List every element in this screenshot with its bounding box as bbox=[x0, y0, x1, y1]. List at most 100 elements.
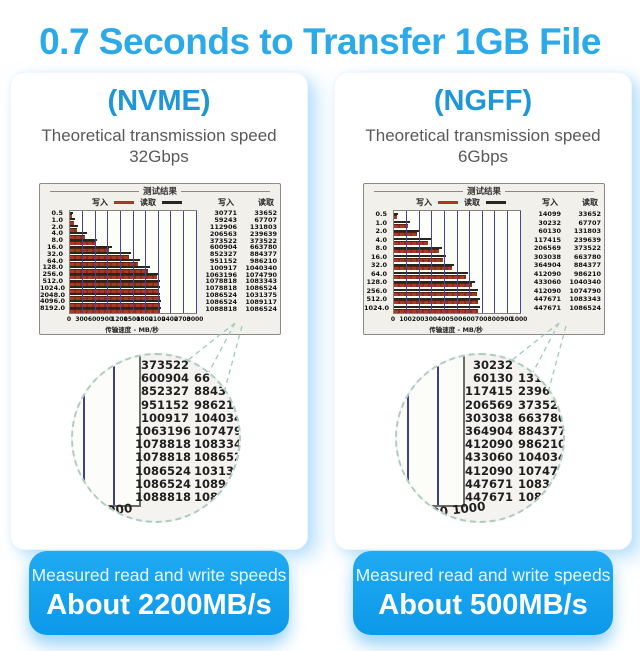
write-value: 433060 bbox=[533, 278, 561, 287]
x-axis-tick: 1200 bbox=[111, 316, 128, 323]
read-bar bbox=[394, 263, 455, 266]
read-bar bbox=[70, 300, 161, 303]
magnified-write-value: 447671 bbox=[464, 489, 513, 504]
read-bar bbox=[394, 280, 475, 283]
x-axis-tick: 0 bbox=[390, 316, 396, 323]
read-bar bbox=[394, 255, 446, 257]
x-axis-tick: 200 bbox=[411, 316, 425, 323]
magnified-read-value: 373522 bbox=[518, 397, 565, 412]
x-axis-tick: 900 bbox=[500, 316, 513, 323]
read-value: 884377 bbox=[573, 261, 601, 270]
magnified-write-value: 364904 bbox=[464, 423, 513, 438]
x-axis-label: 传输速度 - MB/秒 bbox=[105, 326, 159, 334]
table-row: 100917 1040340 bbox=[199, 264, 277, 272]
write-value: 951152 bbox=[209, 256, 237, 265]
write-bar bbox=[70, 309, 161, 314]
magnified-write-value: 303038 bbox=[464, 410, 513, 425]
magnified-plot-slice bbox=[397, 355, 465, 507]
results-table: 30771 33652 59243 67707 112906 131803 206563 23… bbox=[199, 209, 277, 313]
y-axis-label: 4.0 bbox=[375, 235, 387, 244]
magnifier-row: 100917 1040340 bbox=[135, 410, 239, 425]
y-axis-label: 16.0 bbox=[370, 252, 387, 261]
x-axis-label: 传输速度 - MB/秒 bbox=[429, 326, 483, 334]
y-axis-labels: 0.5 1.0 2.0 4.0 8.0 16.0 32.0 64.0 128.0 256.0 512… bbox=[364, 210, 390, 312]
magnified-read-value: 8843 bbox=[194, 384, 227, 399]
write-value: 117415 bbox=[533, 235, 561, 244]
gridline bbox=[119, 211, 121, 313]
read-bar bbox=[394, 272, 469, 274]
table-row: 852327 884377 bbox=[199, 250, 277, 258]
read-value: 33652 bbox=[578, 210, 601, 219]
benchmark-window-title: 测试结果 bbox=[46, 185, 274, 197]
magnified-gridline bbox=[83, 355, 85, 505]
x-axis-tick: 500 bbox=[449, 316, 463, 323]
x-axis-tick: 700 bbox=[474, 316, 488, 323]
read-bar bbox=[394, 246, 442, 249]
y-axis-label: 0.5 bbox=[51, 209, 63, 217]
write-bar bbox=[70, 234, 86, 239]
gridline bbox=[494, 211, 496, 313]
plot-area bbox=[393, 210, 521, 314]
write-bar bbox=[70, 220, 75, 225]
y-axis-label: 0.5 bbox=[375, 210, 387, 218]
read-value: 663780 bbox=[249, 243, 277, 252]
legend-write-label: 写入 bbox=[416, 198, 432, 207]
read-value: 1074790 bbox=[245, 270, 277, 279]
table-headers: 写入 读取 bbox=[198, 197, 276, 208]
read-value: 1031375 bbox=[245, 290, 277, 299]
write-bar bbox=[70, 302, 160, 307]
chart-legend: 写入 读取 bbox=[92, 197, 182, 208]
table-row: 1063196 1074790 bbox=[199, 270, 277, 279]
write-bar bbox=[70, 268, 148, 273]
y-axis-label: 1024.0 bbox=[40, 283, 66, 292]
write-value: 206563 bbox=[209, 229, 237, 238]
magnified-read-value: 108911 bbox=[194, 476, 241, 491]
gridline bbox=[145, 211, 147, 313]
x-axis-tick: 900 bbox=[100, 316, 114, 323]
read-value: 1040340 bbox=[569, 278, 601, 287]
write-bar bbox=[394, 232, 417, 236]
write-value: 412090 bbox=[533, 269, 561, 278]
gridline bbox=[157, 211, 159, 313]
gridline bbox=[94, 211, 96, 313]
table-row: 1088818 1086524 bbox=[199, 304, 277, 313]
read-value: 1086524 bbox=[245, 304, 277, 313]
magnified-write-value: 117415 bbox=[464, 384, 513, 399]
read-bar bbox=[70, 279, 160, 282]
magnified-read-value: 1074790 bbox=[518, 463, 563, 478]
write-value: 303038 bbox=[533, 252, 561, 261]
magnified-axis-tick: 3000 bbox=[98, 501, 134, 519]
legend-write-label: 写入 bbox=[92, 198, 108, 207]
x-axis-tick: 400 bbox=[437, 316, 450, 323]
y-axis-label: 16.0 bbox=[46, 242, 63, 251]
gridline bbox=[82, 211, 84, 313]
read-value: 33652 bbox=[254, 209, 277, 218]
read-value: 239639 bbox=[249, 229, 277, 238]
magnified-gridline bbox=[407, 355, 409, 505]
y-axis-label: 64.0 bbox=[46, 256, 63, 265]
x-axis-ticks: 0 300 600 900 1200 1500 1800 2100 2400 2700 3000 bbox=[67, 316, 203, 324]
write-bar bbox=[394, 283, 473, 287]
magnified-write-value: 1086524 bbox=[135, 463, 192, 478]
magnified-write-value: 1078818 bbox=[135, 437, 192, 452]
magnified-write-value: 412090 bbox=[464, 437, 513, 452]
x-axis-tick: 1800 bbox=[136, 316, 153, 323]
y-axis-label: 256.0 bbox=[42, 270, 63, 279]
magnified-write-value: 60130 bbox=[472, 371, 513, 386]
table-row: 412090 986210 bbox=[523, 270, 601, 279]
write-bar bbox=[70, 295, 160, 300]
gridline bbox=[132, 211, 134, 313]
magnified-read-value: 1040340 bbox=[194, 410, 239, 425]
read-bar bbox=[70, 286, 161, 289]
x-axis-tick: 2700 bbox=[174, 316, 191, 323]
y-axis-label: 4.0 bbox=[51, 229, 63, 238]
benchmark-window-title: 测试结果 bbox=[370, 185, 598, 197]
gridline bbox=[431, 211, 433, 313]
write-bar bbox=[70, 261, 138, 266]
table-row: 1086524 1089117 bbox=[199, 298, 277, 306]
magnified-write-value: 951152 bbox=[140, 397, 189, 412]
legend-read-swatch bbox=[486, 201, 506, 204]
write-bar bbox=[70, 282, 159, 287]
table-row: 112906 131803 bbox=[199, 223, 277, 231]
read-bar bbox=[394, 212, 398, 215]
